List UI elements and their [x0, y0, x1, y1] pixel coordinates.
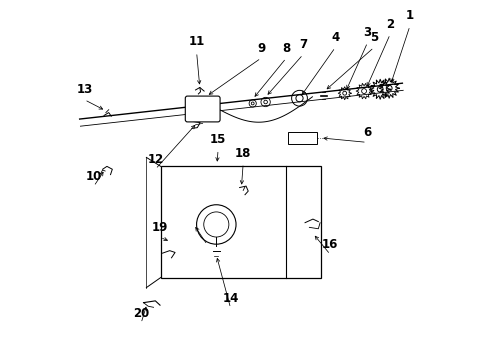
Text: 8: 8 — [282, 41, 291, 54]
Text: 2: 2 — [386, 18, 394, 31]
Text: 20: 20 — [133, 307, 149, 320]
Text: 1: 1 — [406, 9, 414, 22]
Text: 6: 6 — [363, 126, 371, 139]
Text: 11: 11 — [189, 35, 205, 49]
Text: 18: 18 — [235, 147, 251, 159]
Text: 4: 4 — [331, 31, 340, 44]
Text: 16: 16 — [322, 238, 339, 251]
Circle shape — [196, 205, 236, 244]
Text: 3: 3 — [364, 26, 372, 39]
Text: 15: 15 — [210, 133, 226, 146]
FancyBboxPatch shape — [185, 96, 220, 122]
Text: 5: 5 — [370, 31, 378, 44]
Text: 7: 7 — [299, 38, 307, 51]
Text: 14: 14 — [222, 292, 239, 305]
Text: 12: 12 — [147, 153, 164, 166]
Bar — [161, 166, 321, 278]
Circle shape — [204, 212, 229, 237]
Text: 9: 9 — [257, 41, 265, 54]
Bar — [288, 132, 317, 144]
Text: 17: 17 — [199, 228, 216, 241]
Text: 10: 10 — [86, 170, 102, 183]
Text: 19: 19 — [152, 221, 168, 234]
Text: 13: 13 — [76, 83, 93, 96]
